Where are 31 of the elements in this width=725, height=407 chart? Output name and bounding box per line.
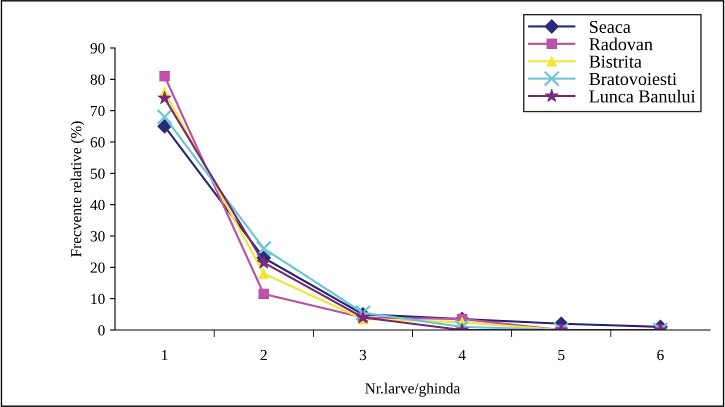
y-tick-label: 90 bbox=[90, 43, 105, 54]
x-axis-title: Nr.larve/ghinda bbox=[365, 382, 460, 397]
y-tick-label: 60 bbox=[90, 137, 105, 148]
legend-label: Bratovoiesti bbox=[589, 72, 677, 86]
point bbox=[256, 255, 271, 269]
x-tick-label: 4 bbox=[458, 350, 466, 360]
point bbox=[157, 119, 172, 134]
point bbox=[159, 70, 170, 82]
legend-label: Bistrita bbox=[589, 56, 642, 68]
y-tick-label: 0 bbox=[98, 325, 105, 336]
legend-label: Radovan bbox=[589, 38, 653, 50]
y-tick-label: 30 bbox=[90, 231, 105, 242]
point bbox=[156, 108, 173, 125]
x-tick-label: 1 bbox=[162, 350, 168, 360]
point bbox=[256, 240, 272, 257]
point bbox=[158, 90, 172, 104]
x-tick-label: 5 bbox=[558, 350, 564, 360]
point bbox=[258, 288, 269, 300]
x-tick-label: 3 bbox=[360, 350, 366, 360]
y-tick-label: 20 bbox=[90, 262, 105, 273]
y-axis-title: Frecvente relative (%) bbox=[70, 121, 84, 257]
y-tick-label: 70 bbox=[91, 106, 105, 116]
y-tick-label: 10 bbox=[91, 294, 105, 304]
y-tick-label: 80 bbox=[90, 74, 105, 85]
y-tick-label: 40 bbox=[90, 200, 105, 210]
y-tick-label: 50 bbox=[90, 168, 105, 179]
legend-label: Lunca Banului bbox=[589, 90, 696, 103]
x-tick-label: 2 bbox=[260, 350, 267, 360]
x-tick-label: 6 bbox=[657, 350, 664, 360]
point bbox=[258, 268, 269, 279]
legend-label: Seaca bbox=[590, 20, 631, 33]
